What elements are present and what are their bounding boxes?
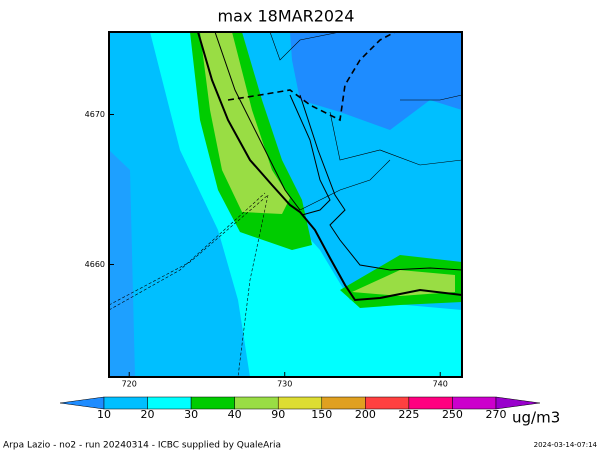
colorbar-label: 250 — [442, 408, 463, 421]
colorbar-label: 30 — [184, 408, 198, 421]
y-tick-label: 4670 — [85, 110, 105, 119]
colorbar-high — [495, 396, 541, 410]
coastline — [109, 32, 462, 377]
colorbar-label: 40 — [228, 408, 242, 421]
colorbar-label: 90 — [271, 408, 285, 421]
colorbar-label: 10 — [97, 408, 111, 421]
colorbar-label: 225 — [398, 408, 419, 421]
field-low — [109, 150, 135, 377]
field-light — [352, 270, 455, 296]
colorbar-unit: ug/m3 — [512, 409, 560, 427]
x-tick-label: 730 — [277, 380, 292, 389]
x-tick-label: 720 — [122, 380, 137, 389]
colorbar-label: 20 — [141, 408, 155, 421]
chart-title: max 18MAR2024 — [218, 7, 355, 26]
timestamp: 2024-03-14-07:14 — [534, 441, 598, 449]
y-tick-label: 4660 — [85, 260, 105, 269]
colorbar-label: 200 — [355, 408, 376, 421]
colorbar-label: 270 — [486, 408, 507, 421]
footer: Arpa Lazio - no2 - run 20240314 - ICBC s… — [3, 441, 281, 450]
colorbar-label: 150 — [311, 408, 332, 421]
map-field — [109, 32, 462, 377]
field-low — [290, 32, 462, 130]
map-frame — [108, 31, 463, 378]
field-light — [200, 32, 290, 214]
x-tick-label: 740 — [433, 380, 448, 389]
